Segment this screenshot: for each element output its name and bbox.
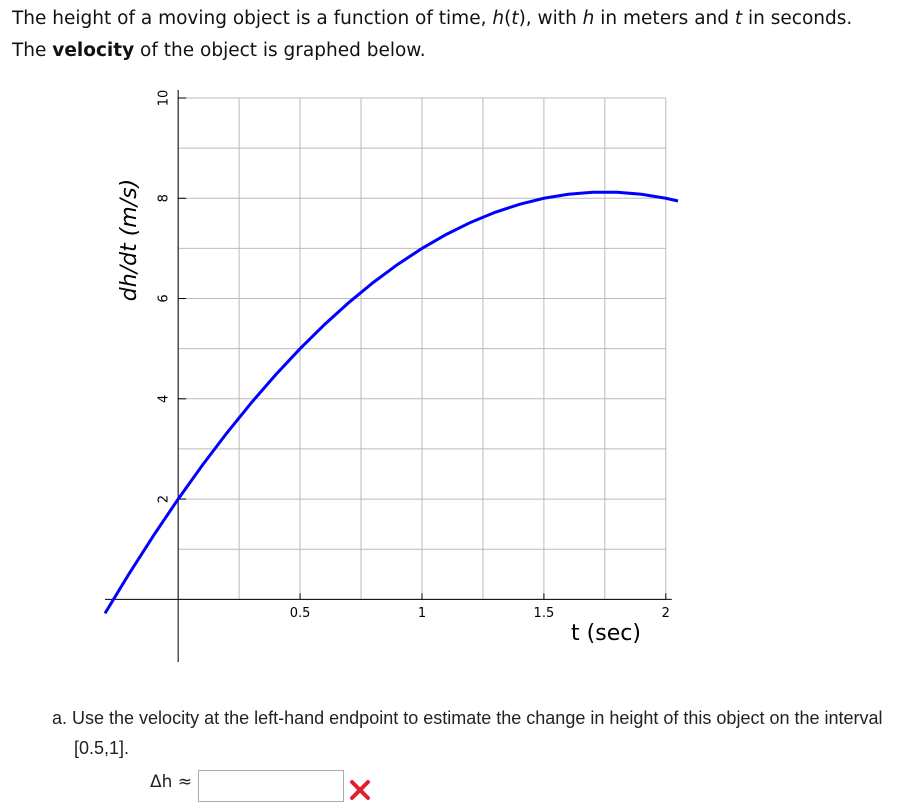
intro-line: The height of a moving object is a funct… [12,8,852,29]
y-tick-label: 6 [157,294,172,302]
y-tick-label: 4 [157,395,172,403]
text: t [511,8,519,29]
x-axis-label: t (sec) [571,621,641,646]
text: h [582,8,595,29]
x-tick-label: 2 [662,606,670,621]
velocity-curve [103,190,679,615]
text: velocity [52,40,135,61]
text: h [492,8,505,29]
y-tick-label: 2 [157,495,172,503]
x-tick-label: 0.5 [290,606,311,621]
text: t [734,8,743,29]
question: a. Use the velocity at the left-hand end… [52,708,883,758]
x-tick-label: 1.5 [534,606,555,621]
text: The [12,40,53,61]
y-axis-label: dh/dt (m/s) [117,179,142,301]
text: ), with [518,8,583,29]
text: The height of a moving object is a funct… [12,8,493,29]
text: of the object is graphed below. [134,40,426,61]
answer-label: Δh ≈ [150,772,193,792]
text: ( [504,8,512,29]
intro-line: The velocity of the object is graphed be… [12,40,426,61]
x-tick-label: 1 [418,606,426,621]
text: in meters and [594,8,735,29]
y-tick-label: 8 [157,194,172,202]
text: in seconds. [742,8,853,29]
y-tick-label: 10 [157,90,172,107]
incorrect-icon [350,780,370,800]
answer-input[interactable] [198,770,344,802]
